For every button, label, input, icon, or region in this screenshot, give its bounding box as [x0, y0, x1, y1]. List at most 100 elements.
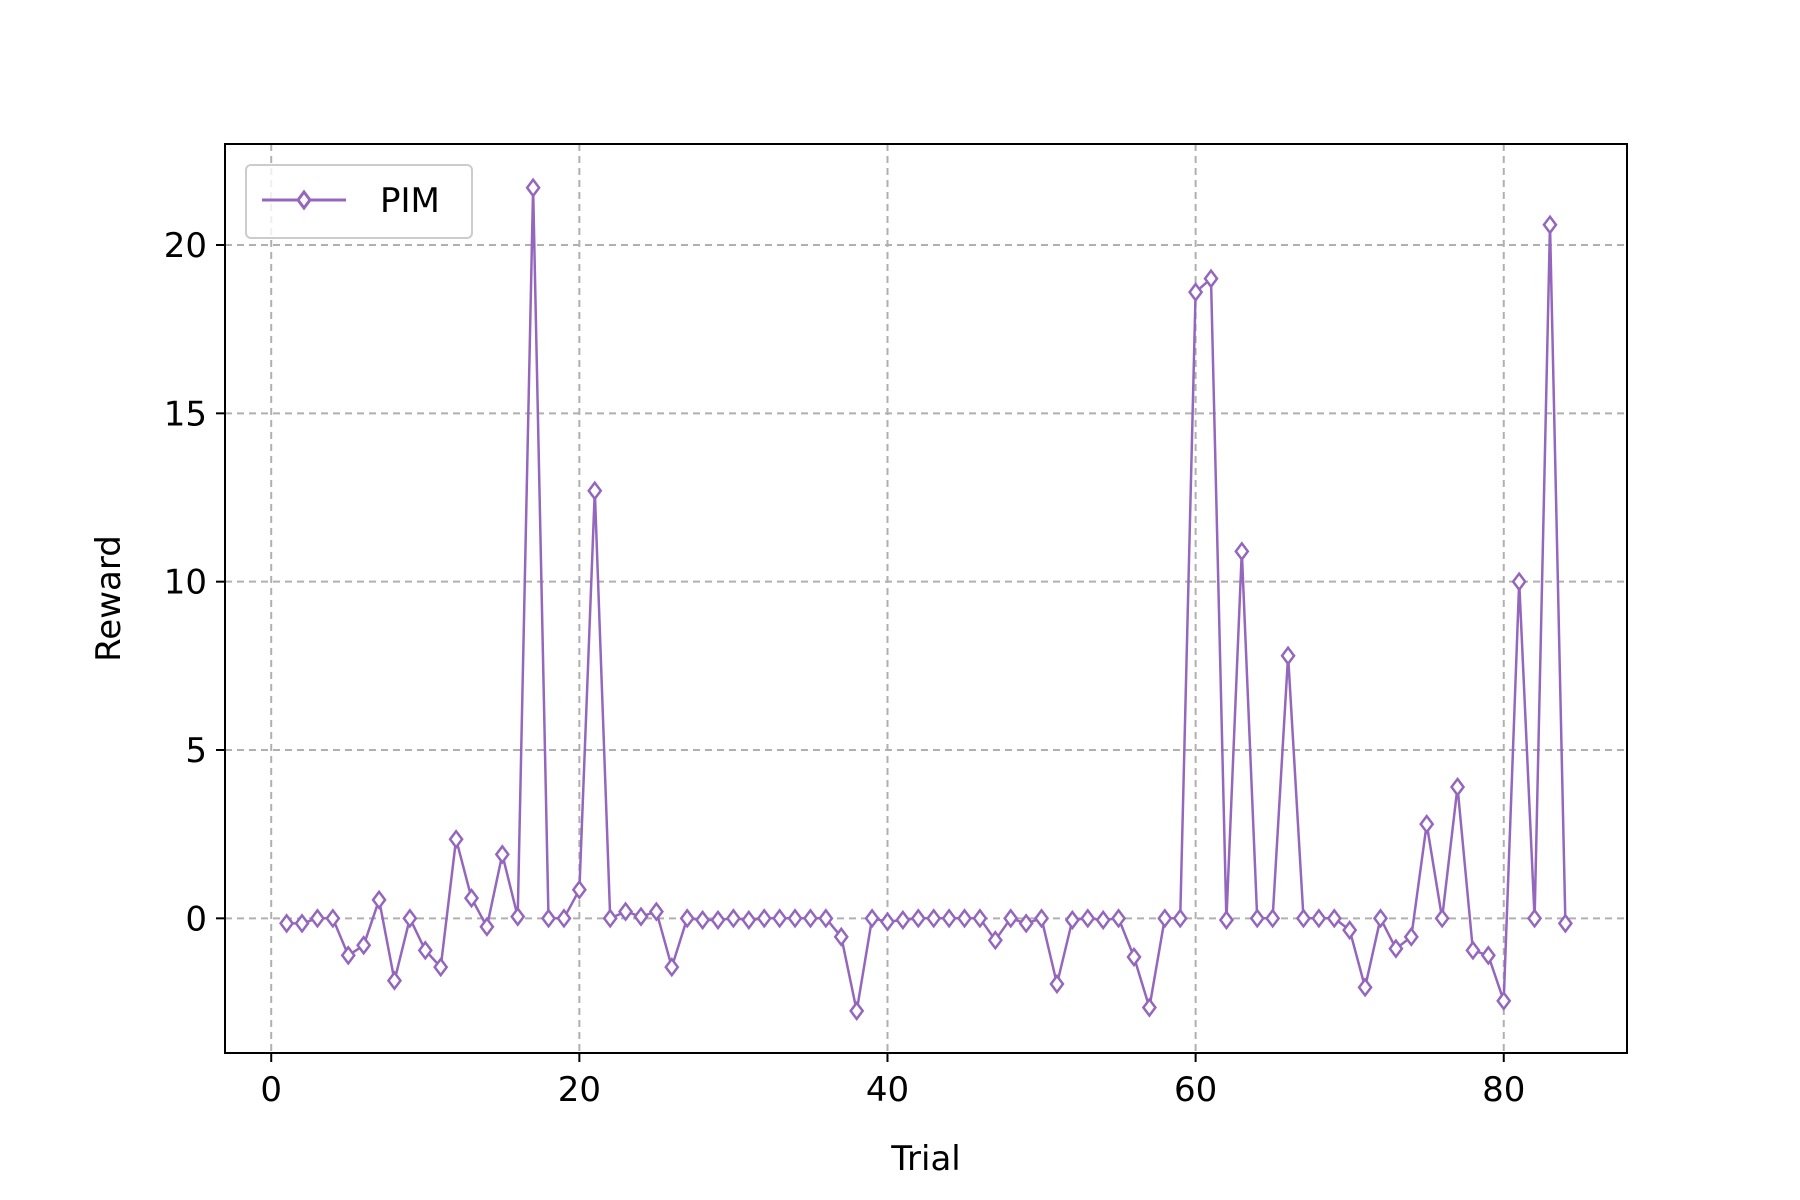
data-point — [833, 926, 849, 947]
legend: PIM — [245, 164, 473, 239]
data-point — [371, 889, 387, 910]
data-point — [1496, 990, 1512, 1011]
x-tick-label: 20 — [558, 1070, 601, 1110]
y-axis-label: Reward — [89, 535, 129, 662]
data-point — [340, 945, 356, 966]
plot-area-frame — [224, 143, 1628, 1054]
data-point — [772, 908, 788, 929]
data-point — [1234, 541, 1250, 562]
x-tick-label: 80 — [1482, 1070, 1525, 1110]
legend-box — [245, 164, 473, 239]
data-point — [679, 908, 695, 929]
data-point — [1049, 973, 1065, 995]
data-point — [1265, 908, 1281, 929]
data-point — [725, 908, 741, 929]
y-tick-label: 10 — [164, 563, 207, 603]
data-point — [494, 844, 510, 865]
x-axis-label: Trial — [890, 1139, 960, 1179]
data-point — [433, 957, 449, 978]
data-point — [633, 906, 649, 927]
data-point — [525, 177, 541, 198]
data-point — [448, 829, 464, 850]
data-point — [1003, 908, 1019, 929]
data-point — [756, 908, 772, 929]
data-point — [618, 901, 634, 922]
data-point — [895, 909, 911, 931]
data-point — [926, 908, 942, 929]
data-point — [1141, 997, 1157, 1018]
data-point — [1419, 813, 1435, 835]
data-point — [587, 480, 603, 501]
y-tick-label: 0 — [185, 899, 207, 939]
grid-layer — [225, 144, 1627, 1053]
data-point — [787, 908, 803, 929]
data-point — [987, 930, 1003, 951]
data-point — [956, 908, 973, 929]
data-point — [972, 908, 988, 929]
data-point — [1326, 908, 1342, 929]
data-point — [386, 970, 403, 991]
data-point — [417, 940, 433, 961]
data-point — [556, 908, 572, 929]
x-tick-label: 0 — [260, 1070, 282, 1110]
x-tick-label: 60 — [1174, 1070, 1217, 1110]
y-tick-label: 20 — [164, 226, 207, 266]
legend-label-pim: PIM — [380, 181, 440, 221]
data-point — [741, 909, 757, 931]
data-point — [1311, 908, 1327, 929]
data-point — [1203, 268, 1219, 289]
data-point — [818, 908, 834, 929]
data-point — [294, 913, 310, 934]
data-point — [1172, 908, 1188, 929]
data-point — [1357, 977, 1373, 998]
data-point — [941, 908, 957, 929]
data-point — [695, 909, 711, 931]
data-point — [279, 913, 295, 934]
y-tick-label: 15 — [164, 394, 207, 434]
data-point — [1449, 776, 1466, 798]
data-point — [664, 957, 680, 978]
data-point — [463, 888, 480, 909]
data-point — [802, 908, 819, 929]
data-point — [1080, 908, 1096, 929]
data-point — [1295, 908, 1312, 929]
data-point — [910, 908, 926, 929]
data-point — [1157, 908, 1173, 929]
data-point — [1111, 908, 1127, 929]
data-point — [325, 908, 341, 929]
data-point — [356, 935, 372, 956]
data-point — [1095, 909, 1111, 931]
data-point — [309, 908, 326, 929]
data-point — [710, 909, 726, 931]
y-tick-label: 5 — [185, 731, 207, 771]
ticks-layer: 0 20 40 60 80 0 5 10 15 20 — [164, 226, 1526, 1110]
series-layer — [279, 177, 1573, 1022]
data-point — [1557, 913, 1573, 934]
data-point — [479, 916, 495, 937]
data-point — [1434, 908, 1450, 929]
data-point — [1249, 908, 1265, 929]
data-point — [1033, 908, 1050, 929]
data-point — [1218, 909, 1234, 931]
data-point — [1018, 913, 1034, 934]
data-point — [1465, 940, 1481, 961]
data-point — [402, 908, 418, 929]
data-point — [540, 908, 557, 929]
series-line-pim — [286, 186, 1567, 1013]
data-point — [1388, 938, 1404, 959]
data-point — [1511, 571, 1527, 592]
data-point — [510, 906, 526, 927]
data-point — [1372, 908, 1389, 929]
data-point — [1403, 926, 1419, 947]
data-point — [1064, 909, 1080, 931]
x-tick-label: 40 — [866, 1070, 909, 1110]
data-point — [1280, 645, 1296, 666]
data-point — [1188, 282, 1204, 303]
data-point — [1126, 946, 1142, 968]
data-point — [1526, 908, 1543, 929]
data-point — [1542, 214, 1558, 235]
data-point — [879, 911, 896, 932]
legend-diamond-marker-icon — [296, 189, 312, 211]
data-point — [864, 908, 880, 929]
